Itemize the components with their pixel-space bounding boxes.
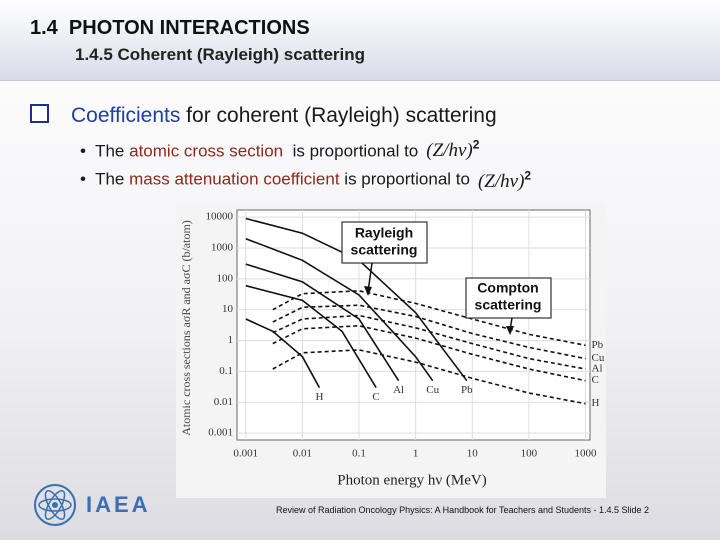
annotation: Rayleigh <box>355 225 413 241</box>
annotation-box <box>341 221 428 264</box>
curve-label: Al <box>592 363 603 375</box>
header: 1.4 PHOTON INTERACTIONS 1.4.5 Coherent (… <box>0 0 720 81</box>
text: is proportional to <box>339 169 470 189</box>
x-tick-label: 0.001 <box>233 448 258 460</box>
curve-label: Pb <box>461 384 473 396</box>
compton-curve <box>272 314 586 370</box>
curve-label: Pb <box>592 339 604 351</box>
formula: (Z/hν)2 <box>426 138 480 162</box>
formula-exponent: 2 <box>524 169 532 183</box>
compton-curve <box>272 289 586 347</box>
formula: (Z/hν)2 <box>477 169 532 193</box>
y-tick-label: 0.1 <box>219 365 233 377</box>
formula-exponent: 2 <box>472 138 480 152</box>
curve-label: Al <box>393 384 404 396</box>
compton-curve <box>272 324 586 382</box>
footer: Review of Radiation Oncology Physics: A … <box>276 505 650 515</box>
iaea-logo <box>34 484 76 526</box>
y-tick-label: 10000 <box>206 211 234 223</box>
x-tick-label: 0.01 <box>293 448 312 460</box>
y-tick-label: 10 <box>222 303 234 315</box>
main-bullet: Coefficients for coherent (Rayleigh) sca… <box>30 104 497 128</box>
annotation-box <box>465 277 552 319</box>
highlight: Coefficients <box>71 104 181 127</box>
rayleigh-curve <box>245 263 400 382</box>
y-tick-label: 1 <box>228 334 234 346</box>
arrow-head <box>364 286 372 296</box>
text: for coherent (Rayleigh) scattering <box>180 104 497 127</box>
y-axis-label: Atomic cross sections aσR and aσC (b/ato… <box>179 220 193 436</box>
y-tick-label: 0.01 <box>214 396 233 408</box>
subtitle: 1.4.5 Coherent (Rayleigh) scattering <box>75 45 366 64</box>
sub-bullet: • The atomic cross section is proportion… <box>80 138 480 162</box>
sub-bullet: • The mass attenuation coefficient is pr… <box>80 169 532 193</box>
bullet-box <box>30 104 49 123</box>
y-tick-label: 0.001 <box>208 427 233 439</box>
y-tick-label: 1000 <box>211 242 234 254</box>
text: The <box>95 141 130 161</box>
curve-label: Cu <box>592 352 605 364</box>
rayleigh-curve <box>245 284 377 389</box>
curve-label: H <box>592 397 600 409</box>
annotation: scattering <box>475 297 542 313</box>
rayleigh-curve <box>245 318 321 388</box>
x-axis-label: Photon energy hν (MeV) <box>337 472 486 488</box>
compton-curve <box>272 349 586 405</box>
annotation: Compton <box>477 280 538 296</box>
rayleigh-curve <box>245 237 434 382</box>
compton-curve <box>272 304 586 360</box>
text: is proportional to <box>283 141 419 161</box>
logo-text: IAEA <box>86 492 151 517</box>
x-tick-label: 0.1 <box>352 448 366 460</box>
arrow-head <box>506 326 514 335</box>
highlight: atomic cross section <box>129 141 284 161</box>
curve-label: C <box>372 391 379 403</box>
curve-label: C <box>592 374 599 386</box>
x-tick-label: 1000 <box>575 448 598 460</box>
highlight: mass attenuation coefficient <box>129 169 340 189</box>
x-tick-label: 1 <box>413 448 419 460</box>
formula-base: (Z/hν) <box>477 171 525 193</box>
curve-label: Cu <box>426 384 439 396</box>
annotation: scattering <box>351 242 418 258</box>
x-tick-label: 100 <box>521 448 538 460</box>
formula-base: (Z/hν) <box>426 140 473 162</box>
text: The <box>95 169 130 189</box>
curve-label: H <box>315 391 323 403</box>
x-tick-label: 10 <box>467 448 479 460</box>
y-tick-label: 100 <box>217 272 234 284</box>
title: 1.4 PHOTON INTERACTIONS <box>30 17 310 39</box>
